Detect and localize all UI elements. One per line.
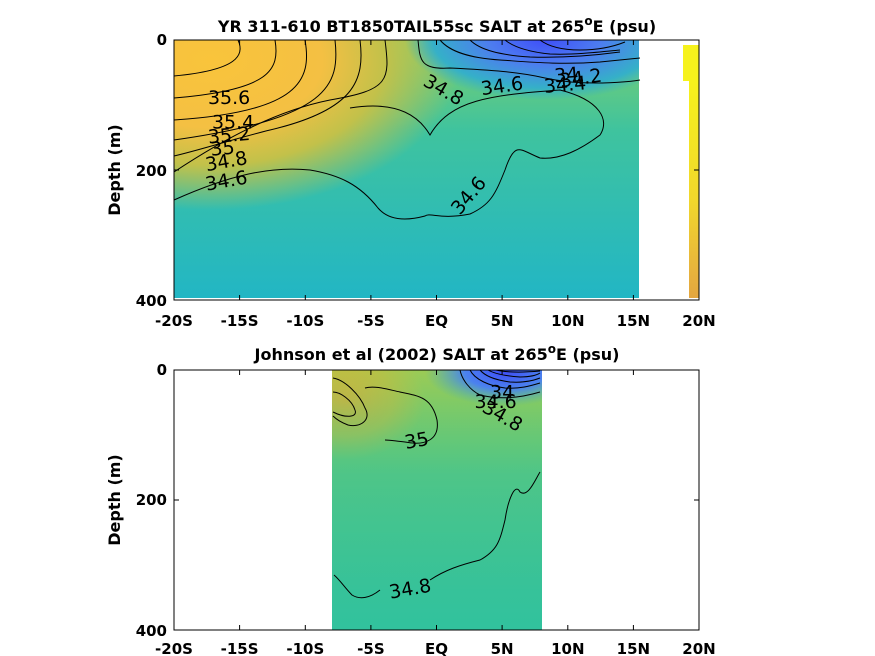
panel-1-x-tick-labels: -20S -15S -10S -5S EQ 5N 10N 15N 20N xyxy=(155,312,716,330)
x-tick-label: -5S xyxy=(357,312,384,330)
panel-2-x-ticks xyxy=(173,369,700,631)
contour-label: 35.6 xyxy=(208,87,250,109)
y-tick-label: 400 xyxy=(136,622,167,640)
x-tick-label: -5S xyxy=(357,640,384,656)
panel-2-contours xyxy=(332,369,541,599)
x-tick-label: -10S xyxy=(286,312,324,330)
panel-1-y-tick-labels: 0 200 400 xyxy=(136,31,167,310)
contour-label: 34 xyxy=(490,381,514,403)
x-tick-label: -15S xyxy=(221,312,259,330)
x-tick-label: -15S xyxy=(221,640,259,656)
panel-2-y-tick-labels: 0 200 400 xyxy=(136,361,167,640)
panel-2-y-axis-label: Depth (m) xyxy=(105,454,124,546)
contour-label: 34.4 xyxy=(543,72,587,98)
x-tick-label: 5N xyxy=(491,312,514,330)
contour-label: 34.6 xyxy=(474,391,516,413)
panel-1-title-super: o xyxy=(584,14,592,28)
x-tick-label: -20S xyxy=(155,640,193,656)
x-tick-label: -10S xyxy=(286,640,324,656)
x-tick-label: EQ xyxy=(425,640,448,656)
x-tick-label: 15N xyxy=(617,312,650,330)
x-tick-label: 20N xyxy=(682,640,715,656)
panel-2-title-main: Johnson et al (2002) SALT at 265 xyxy=(254,345,548,364)
panel-2-title-end: E (psu) xyxy=(556,345,620,364)
contour-label: 35.2 xyxy=(207,123,251,149)
x-tick-label: 15N xyxy=(617,640,650,656)
panel-1-x-ticks xyxy=(173,39,700,301)
y-tick-label: 200 xyxy=(136,491,167,509)
x-tick-label: EQ xyxy=(425,312,448,330)
panel-2-title: Johnson et al (2002) SALT at 265oE (psu) xyxy=(254,342,620,364)
y-tick-label: 0 xyxy=(157,31,167,49)
contour-label: 35.4 xyxy=(212,112,254,134)
panel-1-y-axis-label: Depth (m) xyxy=(105,124,124,216)
x-tick-label: 10N xyxy=(551,640,584,656)
panel-1-title-end: E (psu) xyxy=(593,17,657,36)
panel-1-title-main: YR 311-610 BT1850TAIL55sc SALT at 265 xyxy=(217,17,585,36)
x-tick-label: 5N xyxy=(491,640,514,656)
contour-label: 35 xyxy=(210,137,236,161)
panel-2-x-tick-labels: -20S -15S -10S -5S EQ 5N 10N 15N 20N xyxy=(155,640,716,656)
panel-2-title-super: o xyxy=(548,342,556,356)
panel-1-title: YR 311-610 BT1850TAIL55sc SALT at 265oE … xyxy=(217,14,656,36)
y-tick-label: 400 xyxy=(136,292,167,310)
x-tick-label: 10N xyxy=(551,312,584,330)
x-tick-label: 20N xyxy=(682,312,715,330)
panel-1-contours xyxy=(173,39,641,220)
y-tick-label: 200 xyxy=(136,162,167,180)
contour-label: 34 xyxy=(553,63,579,87)
contour-label: 35 xyxy=(403,428,431,454)
x-tick-label: -20S xyxy=(155,312,193,330)
y-tick-label: 0 xyxy=(157,361,167,379)
